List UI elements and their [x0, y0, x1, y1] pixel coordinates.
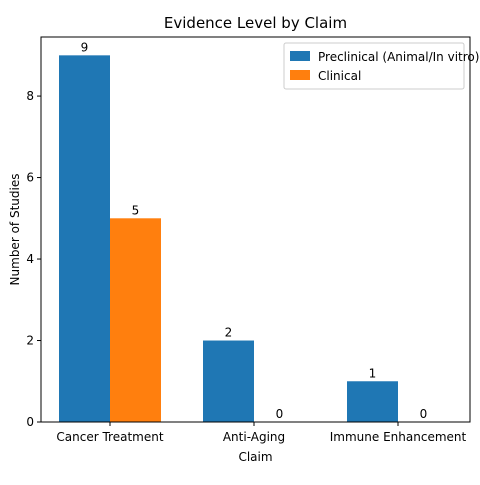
y-tick-label: 0	[26, 415, 34, 429]
y-axis-ticks: 0 2 4 6 8	[26, 89, 41, 429]
x-tick-label: Immune Enhancement	[330, 430, 467, 444]
legend-label: Clinical	[318, 69, 361, 83]
bar-labels: 9 2 1 5 0 0	[81, 40, 428, 421]
y-tick-label: 4	[26, 252, 34, 266]
bar-1-0	[203, 340, 254, 422]
legend: Preclinical (Animal/In vitro) Clinical	[283, 42, 479, 90]
y-tick-label: 6	[26, 171, 34, 185]
bar-value-label: 5	[132, 203, 140, 217]
legend-box	[283, 42, 465, 90]
bar-value-label: 2	[225, 326, 233, 340]
legend-swatch	[290, 70, 310, 80]
bar-value-label: 9	[81, 40, 89, 54]
y-axis-label: Number of Studies	[8, 174, 22, 286]
bar-value-label: 0	[276, 407, 284, 421]
bar-value-label: 1	[369, 366, 377, 380]
legend-swatch	[290, 51, 310, 61]
bars	[59, 55, 398, 422]
y-tick-label: 8	[26, 89, 34, 103]
x-tick-label: Anti-Aging	[223, 430, 285, 444]
y-tick-label: 2	[26, 334, 34, 348]
bar-value-label: 0	[420, 407, 428, 421]
bar-2-0	[347, 381, 398, 422]
x-tick-label: Cancer Treatment	[56, 430, 163, 444]
legend-label: Preclinical (Animal/In vitro)	[318, 50, 479, 64]
plot-frame	[40, 36, 471, 423]
chart-title: Evidence Level by Claim	[164, 14, 347, 32]
bar-0-1	[110, 218, 161, 422]
bar-0-0	[59, 55, 110, 422]
x-axis-label: Claim	[238, 450, 272, 464]
x-axis-ticks: Cancer Treatment Anti-Aging Immune Enhance…	[56, 422, 467, 444]
